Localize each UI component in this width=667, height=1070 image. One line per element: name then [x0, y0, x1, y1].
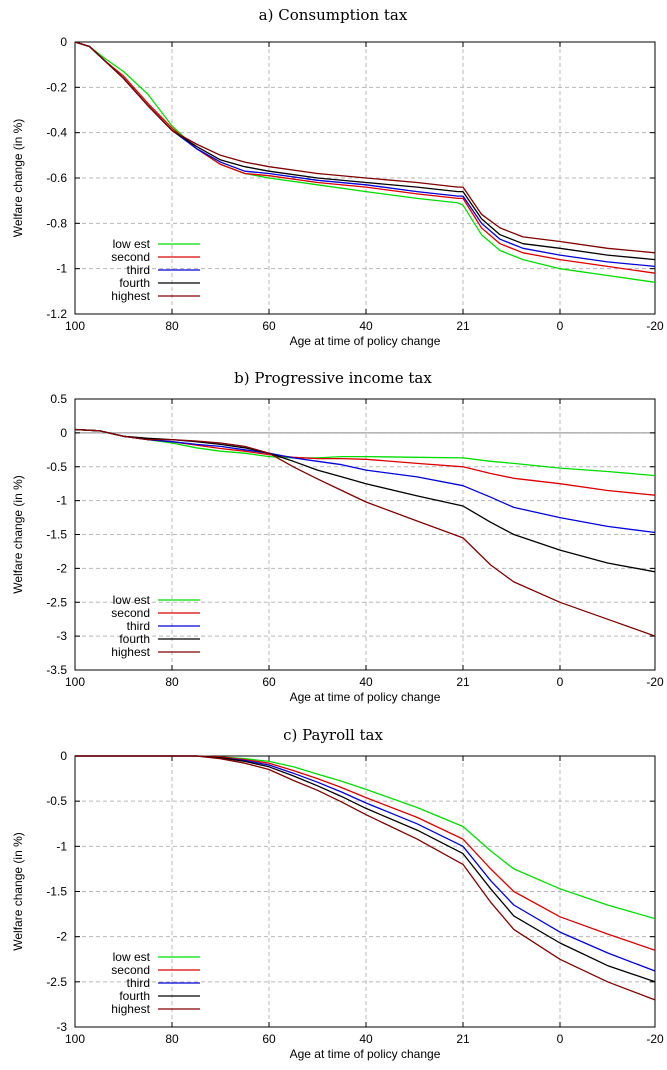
legend-label: highest — [111, 645, 150, 659]
legend-label: highest — [111, 1002, 150, 1016]
y-tick-label: 0.5 — [50, 392, 67, 406]
x-tick-label: 60 — [262, 319, 276, 333]
y-tick-label: -1.2 — [46, 307, 67, 321]
x-tick-label: 40 — [359, 1032, 373, 1046]
chart-title: b) Progressive income tax — [234, 369, 432, 387]
x-axis-label: Age at time of policy change — [290, 690, 441, 704]
series-line-third — [75, 755, 656, 972]
y-tick-label: -3.5 — [46, 663, 67, 677]
x-tick-label: 100 — [65, 675, 85, 689]
chart-panel-0: a) Consumption tax 0 -0.2 -0.4 -0.6 -0.8 -1 -1.… — [11, 6, 664, 348]
x-tick-label: 21 — [456, 319, 470, 333]
series-line-low-est — [74, 428, 656, 477]
legend-label: second — [111, 963, 150, 977]
series-line-low-est — [74, 41, 656, 283]
x-tick-label: -20 — [646, 675, 664, 689]
legend-label: fourth — [119, 632, 150, 646]
series-line-highest — [74, 41, 656, 254]
x-tick-label: 80 — [165, 1032, 179, 1046]
x-tick-label: 40 — [359, 675, 373, 689]
series-line-highest — [75, 755, 656, 1001]
series-line-second — [74, 41, 656, 274]
series-line-second — [75, 755, 656, 951]
y-tick-label: -2.5 — [46, 595, 67, 609]
legend-label: second — [111, 250, 150, 264]
series-line-third — [74, 41, 656, 268]
legend-label: highest — [111, 289, 150, 303]
legend-label: low est — [113, 237, 151, 251]
y-tick-label: -0.6 — [46, 171, 67, 185]
y-tick-label: -1.5 — [46, 885, 67, 899]
x-tick-label: 0 — [557, 319, 564, 333]
series-line-fourth — [74, 428, 656, 573]
x-tick-label: 80 — [165, 319, 179, 333]
y-tick-label: 0 — [60, 35, 67, 49]
x-axis-label: Age at time of policy change — [290, 334, 441, 348]
y-tick-label: 0 — [60, 426, 67, 440]
x-tick-label: 100 — [65, 319, 85, 333]
series-line-fourth — [75, 755, 656, 983]
y-tick-label: -0.5 — [46, 794, 67, 808]
series-line-low-est — [75, 755, 656, 920]
x-tick-label: 40 — [359, 319, 373, 333]
series-line-fourth — [74, 41, 656, 261]
chart-panel-1: b) Progressive income tax 0.5 0 -0.5 -1 -1.5 -… — [11, 369, 664, 704]
y-tick-label: -2 — [56, 930, 67, 944]
y-tick-label: -0.8 — [46, 216, 67, 230]
y-tick-label: -2.5 — [46, 975, 67, 989]
series-line-third — [74, 428, 656, 534]
x-tick-label: 100 — [65, 1032, 85, 1046]
y-axis-label: Welfare change (in %) — [11, 119, 25, 238]
legend-label: low est — [113, 950, 151, 964]
y-axis-label: Welfare change (in %) — [11, 475, 25, 594]
x-axis-label: Age at time of policy change — [290, 1047, 441, 1061]
y-tick-label: -0.4 — [46, 126, 67, 140]
legend-label: low est — [113, 593, 151, 607]
x-tick-label: 60 — [262, 675, 276, 689]
y-tick-label: -1 — [56, 839, 67, 853]
y-tick-label: -3 — [56, 629, 67, 643]
legend-label: fourth — [119, 276, 150, 290]
y-tick-label: -0.5 — [46, 460, 67, 474]
x-tick-label: -20 — [646, 319, 664, 333]
y-tick-label: -1 — [56, 494, 67, 508]
legend-label: fourth — [119, 989, 150, 1003]
chart-title: a) Consumption tax — [259, 6, 408, 24]
y-tick-label: -1 — [56, 262, 67, 276]
x-tick-label: -20 — [646, 1032, 664, 1046]
y-tick-label: -0.2 — [46, 80, 67, 94]
x-tick-label: 21 — [456, 1032, 470, 1046]
y-axis-label: Welfare change (in %) — [11, 832, 25, 951]
x-tick-label: 21 — [456, 675, 470, 689]
y-tick-label: -1.5 — [46, 528, 67, 542]
series-line-highest — [74, 428, 656, 637]
legend-label: second — [111, 606, 150, 620]
y-tick-label: -2 — [56, 561, 67, 575]
y-tick-label: -3 — [56, 1020, 67, 1034]
legend-label: third — [127, 619, 150, 633]
x-tick-label: 0 — [557, 1032, 564, 1046]
y-tick-label: 0 — [60, 749, 67, 763]
legend-label: third — [127, 263, 150, 277]
legend-label: third — [127, 976, 150, 990]
x-tick-label: 80 — [165, 675, 179, 689]
x-tick-label: 0 — [557, 675, 564, 689]
chart-title: c) Payroll tax — [283, 726, 383, 744]
x-tick-label: 60 — [262, 1032, 276, 1046]
